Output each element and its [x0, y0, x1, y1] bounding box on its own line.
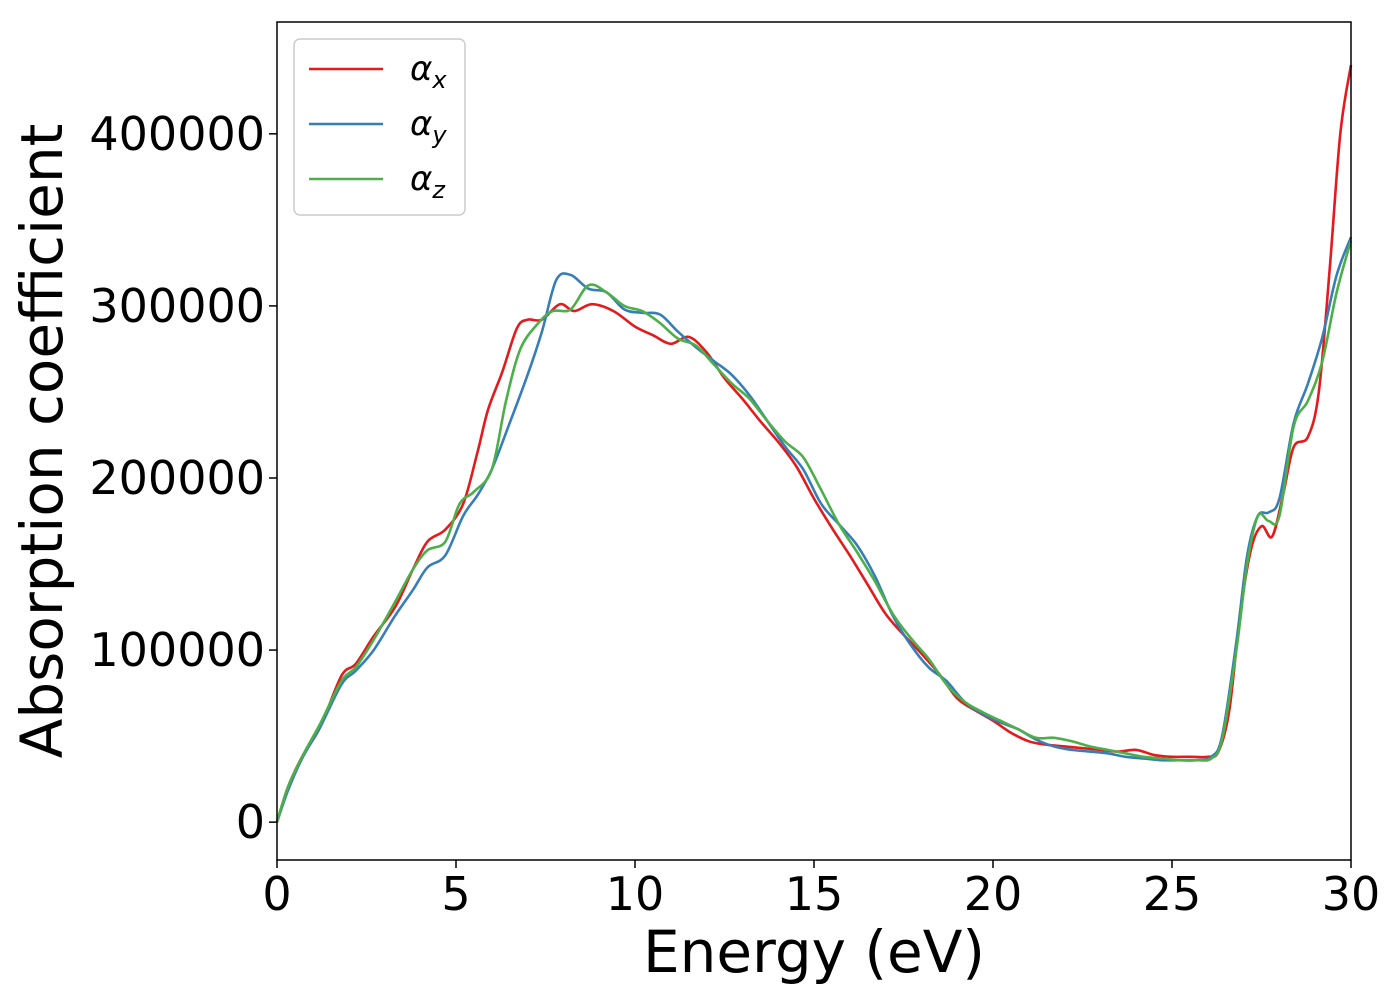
- x-tick-label: 15: [785, 867, 844, 921]
- x-tick-label: 20: [964, 867, 1023, 921]
- y-tick-label: 400000: [89, 107, 265, 161]
- legend-box: [293, 38, 466, 216]
- x-axis-title: Energy (eV): [643, 918, 985, 986]
- series-line-alpha-z: [275, 240, 1353, 823]
- x-tick-label: 10: [606, 867, 665, 921]
- y-tick-label: 200000: [89, 451, 265, 505]
- x-tick-label: 25: [1143, 867, 1202, 921]
- x-tick-label: 0: [262, 867, 291, 921]
- legend-label-subscript: z: [431, 176, 446, 204]
- legend-label-symbol: α: [410, 159, 432, 199]
- legend-label-subscript: x: [431, 66, 447, 94]
- legend-label-symbol: α: [410, 104, 432, 144]
- legend-label-alpha-y: αy: [410, 104, 447, 149]
- legend-label-alpha-x: αx: [410, 49, 447, 94]
- x-axis: 0 5 10 15 20 25 30: [262, 860, 1380, 921]
- legend-label-symbol: α: [410, 49, 432, 89]
- x-tick-label: 5: [441, 867, 470, 921]
- legend-label-alpha-z: αz: [410, 159, 446, 204]
- y-tick-label: 100000: [89, 623, 265, 677]
- y-tick-label: 0: [236, 795, 265, 849]
- y-tick-label: 300000: [89, 279, 265, 333]
- legend-label-subscript: y: [431, 121, 447, 149]
- y-axis-title: Absorption coefficient: [8, 124, 76, 759]
- y-axis: 0 100000 200000 300000 400000: [89, 107, 277, 849]
- x-tick-label: 30: [1322, 867, 1381, 921]
- series-layer: [275, 64, 1353, 823]
